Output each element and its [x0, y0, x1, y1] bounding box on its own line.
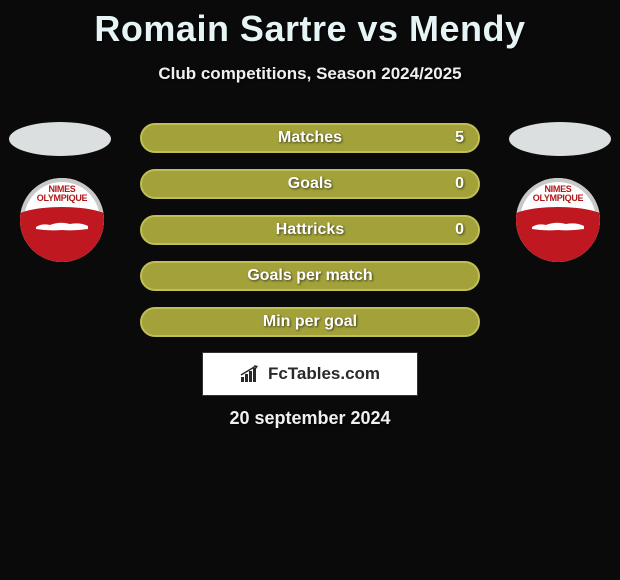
subtitle: Club competitions, Season 2024/2025 — [0, 64, 620, 84]
page-title: Romain Sartre vs Mendy — [0, 0, 620, 50]
badge-text-left: NIMES OLYMPIQUE — [20, 178, 104, 203]
stat-row-min-per-goal: Min per goal — [140, 307, 480, 337]
stat-row-goals: Goals 0 — [140, 169, 480, 199]
brand-logo-box: FcTables.com — [202, 352, 418, 396]
stat-label: Hattricks — [276, 221, 344, 239]
stat-value-right: 5 — [455, 129, 464, 147]
club-badge-left: NIMES OLYMPIQUE — [20, 178, 104, 262]
bar-chart-icon — [240, 364, 262, 384]
crocodile-icon — [530, 217, 586, 233]
stat-row-matches: Matches 5 — [140, 123, 480, 153]
stat-row-hattricks: Hattricks 0 — [140, 215, 480, 245]
badge-line2: OLYMPIQUE — [37, 193, 87, 203]
player-photo-placeholder-left — [9, 122, 111, 156]
badge-lower-left — [20, 207, 104, 262]
stat-label: Min per goal — [263, 313, 357, 331]
brand-text: FcTables.com — [268, 364, 380, 384]
stat-value-right: 0 — [455, 221, 464, 239]
date-text: 20 september 2024 — [0, 408, 620, 429]
stat-label: Goals per match — [247, 267, 372, 285]
stat-row-goals-per-match: Goals per match — [140, 261, 480, 291]
club-badge-right: NIMES OLYMPIQUE — [516, 178, 600, 262]
crocodile-icon — [34, 217, 90, 233]
badge-line2: OLYMPIQUE — [533, 193, 583, 203]
player-photo-placeholder-right — [509, 122, 611, 156]
badge-lower-right — [516, 207, 600, 262]
stat-label: Matches — [278, 129, 342, 147]
stat-value-right: 0 — [455, 175, 464, 193]
stat-label: Goals — [288, 175, 332, 193]
badge-text-right: NIMES OLYMPIQUE — [516, 178, 600, 203]
stats-rows: Matches 5 Goals 0 Hattricks 0 Goals per … — [140, 123, 480, 353]
